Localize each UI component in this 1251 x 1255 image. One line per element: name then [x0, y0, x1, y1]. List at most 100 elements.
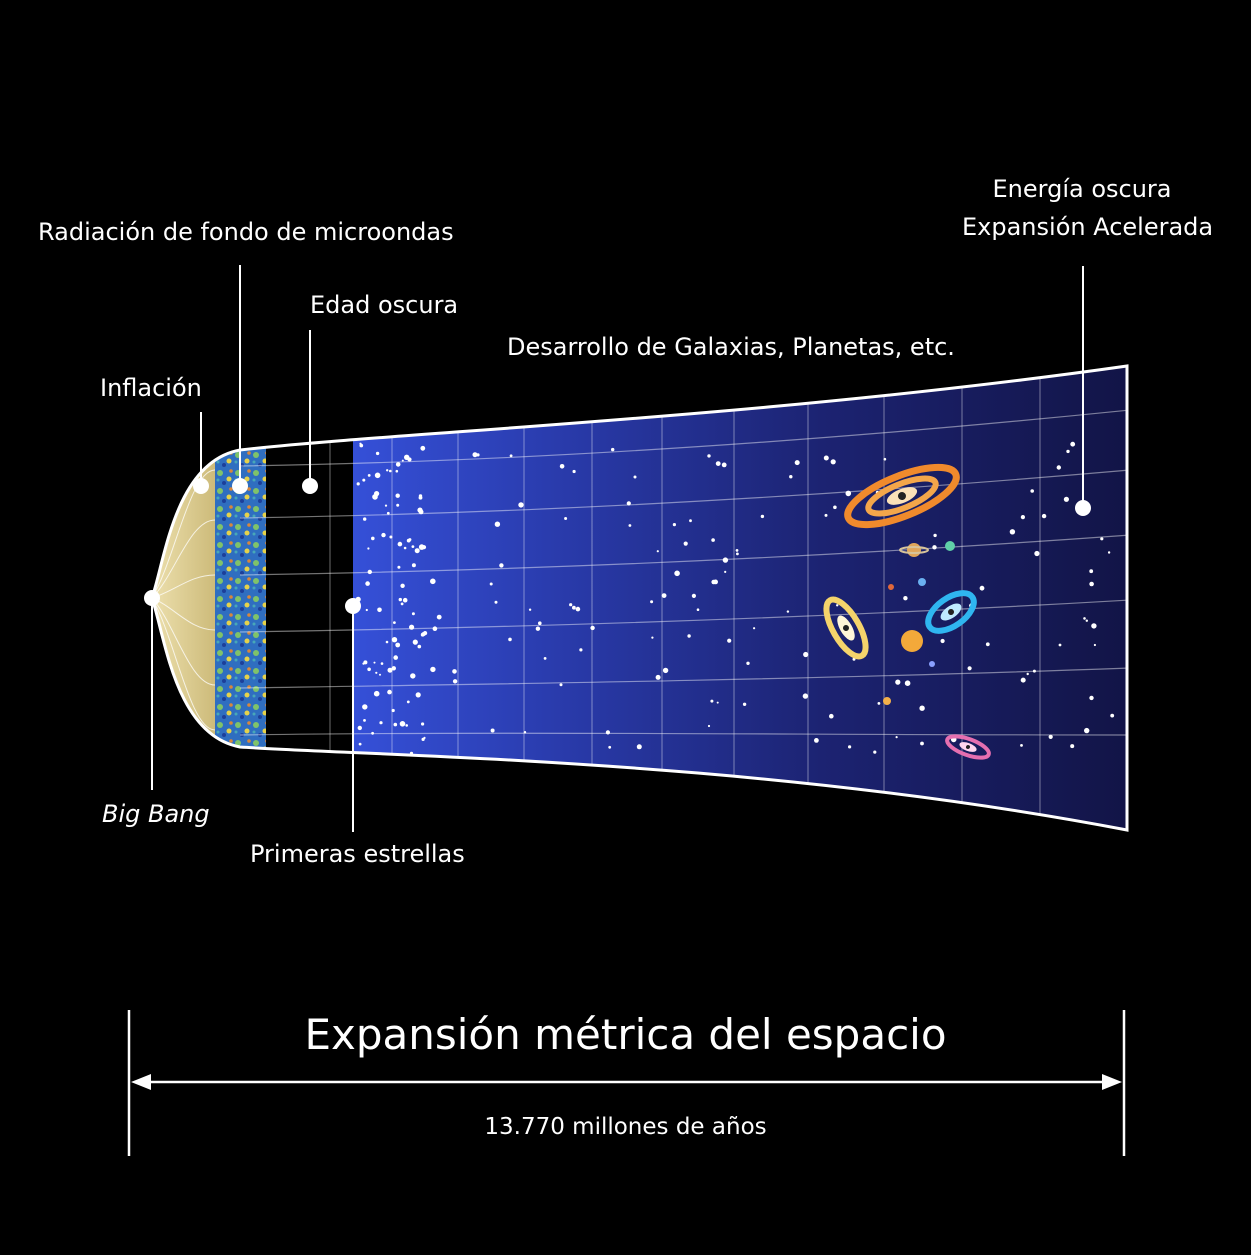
star	[650, 600, 654, 604]
star	[375, 451, 380, 456]
star	[418, 495, 423, 500]
first-stars-label: Primeras estrellas	[250, 840, 465, 868]
star	[430, 666, 436, 673]
star	[401, 459, 404, 462]
star	[707, 454, 711, 458]
star	[836, 604, 839, 607]
grid-line-h	[239, 732, 1127, 736]
star	[1020, 515, 1025, 520]
star	[402, 597, 408, 603]
star	[1085, 619, 1089, 622]
star	[845, 490, 852, 497]
star	[391, 708, 395, 713]
star	[362, 662, 365, 665]
star	[391, 637, 398, 643]
star	[1030, 489, 1034, 493]
star	[406, 700, 410, 704]
big-bang-marker	[144, 590, 160, 606]
cmb-marker	[232, 478, 248, 494]
star	[387, 689, 392, 695]
star	[829, 713, 834, 719]
star	[359, 443, 364, 448]
star	[904, 680, 911, 686]
planet-orange-icon	[883, 697, 891, 705]
star	[509, 454, 513, 458]
space-region	[353, 366, 1127, 830]
star	[742, 702, 747, 706]
galaxy-blue-icon	[925, 590, 977, 634]
star	[381, 532, 386, 538]
star	[1083, 617, 1086, 620]
inflation-line	[152, 469, 216, 599]
star	[716, 701, 719, 704]
star	[399, 721, 406, 727]
star	[411, 545, 415, 548]
star	[724, 570, 727, 574]
dark-energy-marker	[1075, 500, 1091, 516]
star-field	[355, 441, 1115, 755]
grid-line-h	[239, 599, 1127, 633]
star	[895, 679, 901, 685]
star	[389, 469, 392, 473]
star	[508, 637, 512, 642]
star	[367, 474, 371, 477]
dark-energy-label-1: Energía oscura	[992, 175, 1172, 203]
star	[404, 454, 410, 460]
star	[1089, 695, 1094, 701]
star	[365, 608, 368, 612]
star	[1093, 643, 1096, 647]
star	[1089, 569, 1094, 574]
star	[395, 469, 399, 473]
star	[472, 452, 478, 458]
arrow-right-icon	[1102, 1074, 1122, 1090]
star	[713, 579, 718, 585]
planet-small-icon	[929, 661, 935, 667]
star	[410, 673, 416, 679]
star	[494, 600, 498, 604]
star	[535, 626, 541, 631]
arrow-left-icon	[131, 1074, 151, 1090]
planet-jupiter-icon	[901, 630, 923, 652]
star	[1020, 744, 1023, 747]
star	[393, 722, 398, 727]
star	[674, 570, 680, 577]
star	[494, 521, 501, 527]
star	[357, 725, 362, 731]
star	[760, 514, 765, 519]
star	[1070, 744, 1075, 749]
star	[661, 593, 667, 598]
star	[1091, 623, 1097, 629]
star	[379, 721, 383, 725]
star	[543, 657, 547, 660]
star	[400, 583, 405, 588]
timespan-duration: 13.770 millones de años	[484, 1114, 767, 1140]
star	[932, 545, 937, 550]
star	[919, 705, 925, 711]
star	[362, 478, 366, 482]
star	[672, 523, 677, 527]
star	[786, 610, 790, 613]
star	[753, 627, 756, 630]
star	[1058, 643, 1062, 647]
star	[735, 549, 739, 552]
star	[746, 661, 750, 665]
star	[395, 462, 401, 467]
star	[575, 606, 581, 612]
star	[626, 501, 631, 506]
star	[590, 625, 595, 631]
star	[559, 464, 565, 469]
star	[1089, 581, 1094, 587]
star	[408, 538, 412, 542]
star	[715, 461, 721, 466]
galaxy-pink-icon	[945, 734, 991, 760]
star	[559, 683, 563, 687]
star	[375, 671, 378, 674]
star	[400, 602, 404, 606]
star	[814, 738, 819, 743]
star	[883, 457, 887, 461]
star	[1034, 550, 1040, 557]
star	[736, 552, 739, 556]
star	[636, 744, 642, 750]
star	[608, 745, 612, 749]
leader-lines	[151, 265, 1084, 832]
